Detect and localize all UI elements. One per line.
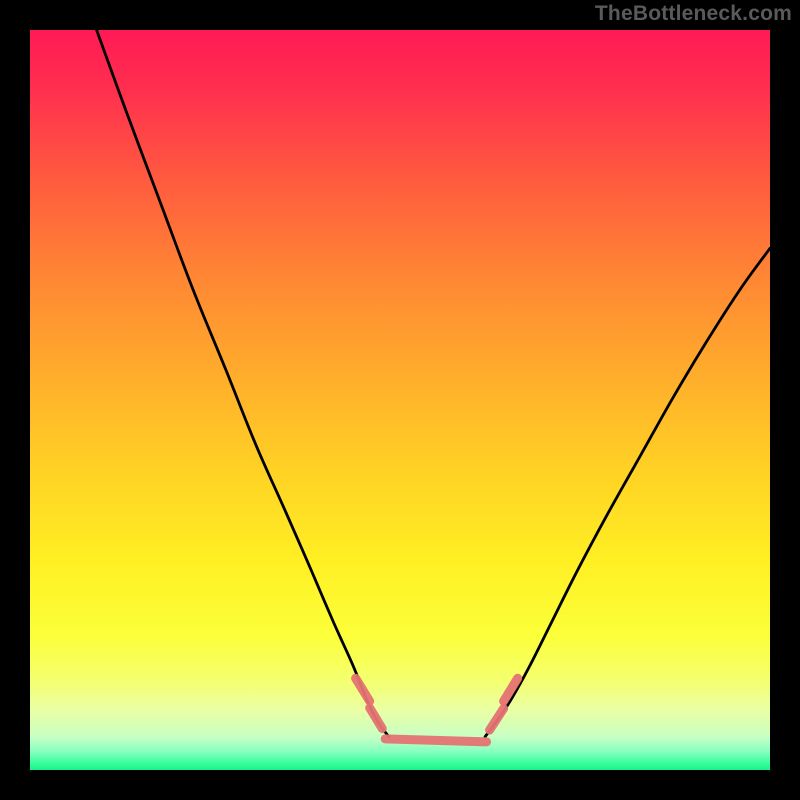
trough-segment: [385, 739, 486, 742]
watermark-text: TheBottleneck.com: [595, 2, 792, 26]
gradient-background: [30, 30, 770, 770]
bottleneck-curve-chart: [30, 30, 770, 770]
chart-frame: TheBottleneck.com: [0, 0, 800, 800]
plot-area: [30, 30, 770, 770]
